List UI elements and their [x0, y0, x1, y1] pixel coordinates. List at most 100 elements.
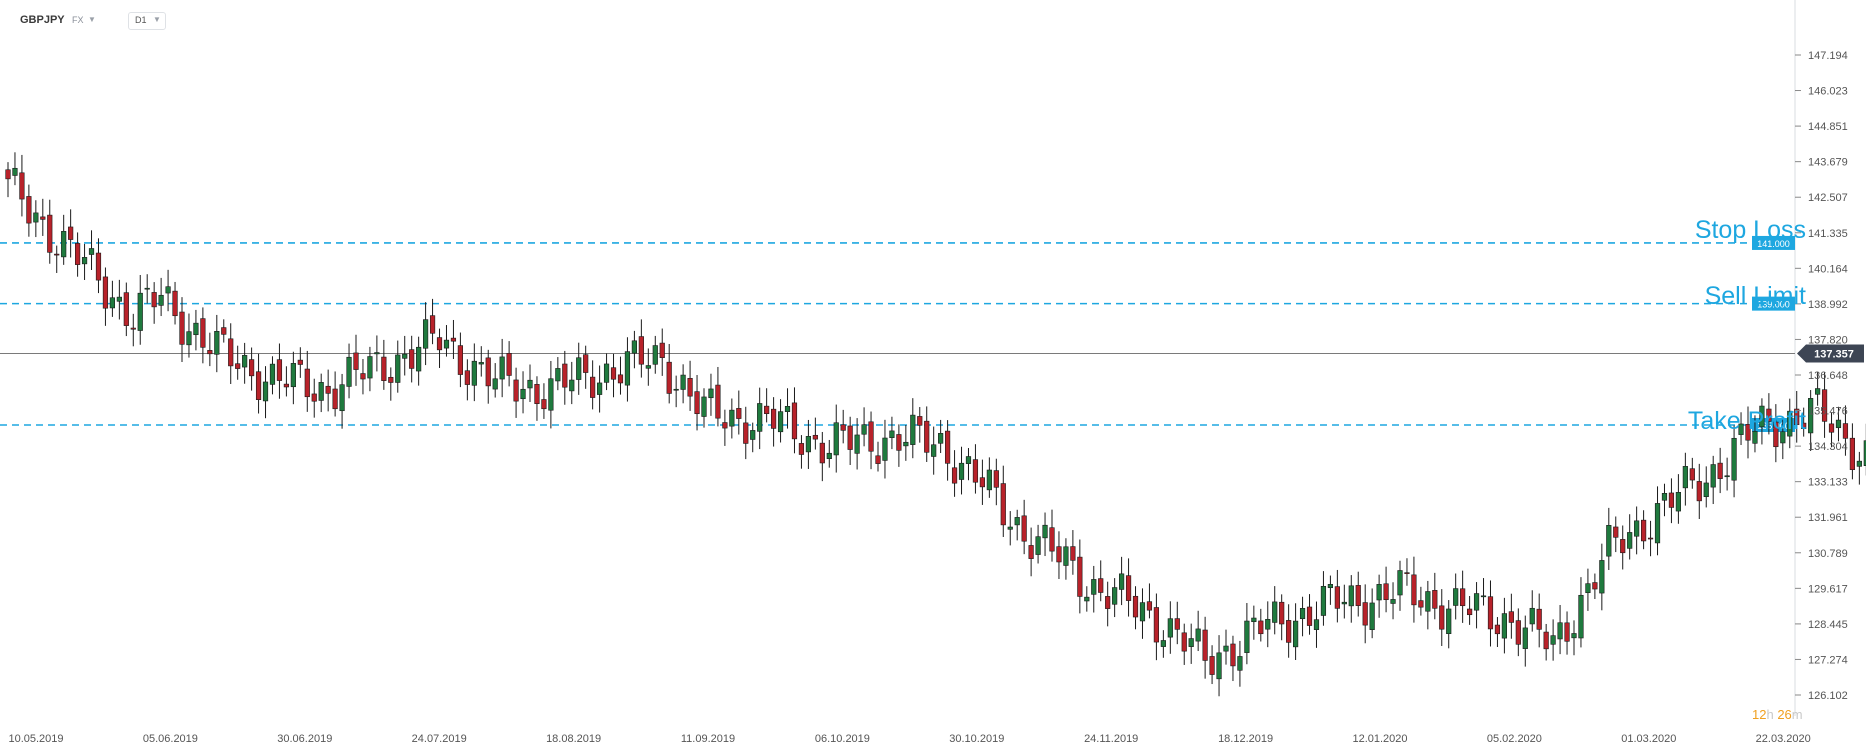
candle-body	[1794, 408, 1800, 426]
candle-body	[255, 371, 262, 400]
candle-body	[610, 367, 617, 380]
candle-body	[130, 327, 136, 330]
x-tick-label: 22.03.2020	[1756, 733, 1811, 745]
candle-body	[102, 276, 109, 309]
candle-body	[68, 226, 74, 240]
candle-body	[1063, 546, 1069, 566]
countdown-hours: 12	[1752, 707, 1767, 722]
candle-body	[429, 315, 436, 334]
candle-body	[40, 216, 46, 220]
x-tick-label: 01.03.2020	[1621, 733, 1676, 745]
candle-body	[1320, 585, 1327, 616]
candle-body	[443, 339, 450, 349]
candle-body	[882, 437, 888, 461]
candle-body	[1439, 605, 1445, 630]
y-tick-label: 137.820	[1808, 334, 1848, 346]
timeframe-dropdown[interactable]: D1 ▼	[128, 12, 166, 30]
x-tick-label: 05.06.2019	[143, 733, 198, 745]
candle-body	[1223, 645, 1229, 652]
candle-body	[701, 396, 707, 417]
candle-body	[1647, 537, 1654, 540]
candle-body	[395, 354, 401, 383]
candle-body	[1237, 656, 1243, 671]
candle-body	[144, 287, 150, 290]
candle-body	[903, 441, 909, 447]
candle-body	[1487, 596, 1494, 630]
chevron-down-icon[interactable]: ▼	[88, 15, 96, 24]
candle-body	[151, 292, 157, 308]
candle-body	[736, 408, 742, 419]
candle-body	[1306, 606, 1313, 626]
candle-body	[1606, 525, 1612, 557]
candle-body	[1432, 590, 1438, 609]
candle-body	[1641, 519, 1647, 542]
timeframe-label: D1	[135, 15, 147, 25]
y-tick-label: 138.992	[1808, 299, 1848, 311]
candle-body	[993, 470, 999, 488]
candle-body	[596, 382, 603, 395]
candle-body	[1265, 618, 1271, 630]
candle-body	[1091, 579, 1097, 595]
candle-body	[1661, 493, 1668, 501]
candle-body	[1007, 526, 1013, 530]
candle-body	[1815, 388, 1821, 395]
candle-body	[826, 452, 832, 459]
candle-body	[1473, 593, 1480, 611]
candle-body	[965, 456, 972, 464]
candle-body	[1446, 608, 1452, 634]
candle-body	[1021, 515, 1027, 542]
current-price-tag	[1797, 344, 1864, 363]
candle-body	[1132, 595, 1139, 618]
candle-body	[847, 425, 853, 450]
candle-body	[1689, 468, 1695, 481]
y-tick-label: 131.961	[1808, 512, 1848, 524]
candle-body	[207, 350, 213, 355]
candle-body	[770, 408, 777, 429]
candle-body	[353, 352, 359, 370]
candle-body	[1654, 503, 1661, 544]
candle-body	[1745, 424, 1751, 441]
x-tick-label: 24.07.2019	[412, 733, 467, 745]
axes: 147.194 146.023 144.851 143.679 142.507 141.3…	[8, 50, 1847, 745]
candle-body	[1780, 431, 1786, 444]
candle-body	[1334, 586, 1340, 609]
candle-body	[1404, 572, 1410, 574]
candle-body	[81, 257, 88, 265]
candle-body	[603, 363, 610, 383]
y-tick-label: 130.789	[1808, 548, 1848, 560]
candle-body	[659, 342, 665, 358]
candle-body	[889, 430, 895, 439]
candle-body	[311, 393, 317, 402]
candle-body	[1369, 602, 1375, 630]
candle-body	[47, 214, 53, 253]
x-tick-label: 30.10.2019	[949, 733, 1004, 745]
candle-body	[840, 424, 846, 431]
candle-body	[325, 385, 331, 394]
x-tick-label: 05.02.2020	[1487, 733, 1542, 745]
candle-body	[269, 363, 276, 385]
market-type-label[interactable]: FX	[72, 15, 84, 25]
candle-body	[1773, 421, 1779, 448]
symbol-label[interactable]: GBPJPY	[20, 14, 65, 26]
candle-body	[12, 167, 18, 176]
candle-body	[1153, 607, 1159, 643]
candle-body	[1418, 600, 1424, 608]
candle-body	[360, 373, 366, 380]
candle-body	[617, 374, 624, 384]
candle-body	[569, 379, 575, 392]
candle-body	[666, 361, 672, 394]
candle-body	[200, 318, 206, 348]
candle-body	[436, 337, 443, 351]
candle-body	[88, 248, 95, 255]
candle-body	[235, 363, 241, 369]
candle-body	[1536, 608, 1542, 630]
candle-body	[1460, 588, 1466, 607]
candle-body	[1209, 656, 1215, 675]
candle-body	[26, 196, 32, 224]
candle-body	[506, 353, 512, 376]
candle-body	[1766, 408, 1772, 422]
candle-body	[1216, 652, 1222, 680]
candle-body	[367, 356, 373, 379]
